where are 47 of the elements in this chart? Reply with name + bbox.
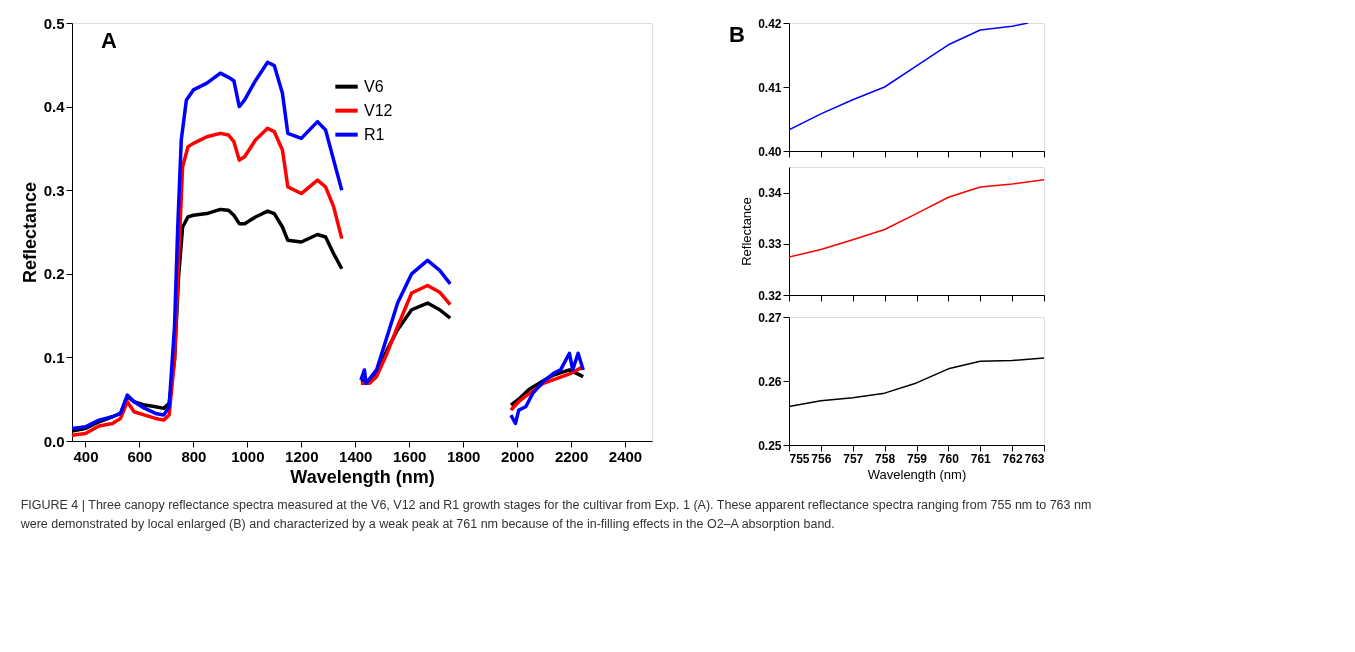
x-tick-label: 400 xyxy=(73,447,99,465)
y-tick-label: 0.25 xyxy=(758,438,782,453)
line-series xyxy=(789,23,1029,131)
line-series xyxy=(789,179,1044,258)
y-tick-label: 0.34 xyxy=(758,186,782,201)
y-tick-label: 0.5 xyxy=(43,14,65,32)
legend-label: V12 xyxy=(364,101,393,119)
x-tick-label: 1200 xyxy=(285,447,319,465)
x-tick-label: 763 xyxy=(1024,451,1045,466)
y-tick-label: 0.26 xyxy=(758,374,782,389)
x-tick-label: 600 xyxy=(127,447,153,465)
x-tick-label: 762 xyxy=(1002,451,1023,466)
x-tick-label: 755 xyxy=(789,451,810,466)
y-tick-label: 0.27 xyxy=(758,310,782,325)
y-axis-title: Reflectance xyxy=(739,197,755,266)
y-tick-label: 0.41 xyxy=(758,80,782,95)
x-axis-title: Wavelength (nm) xyxy=(867,466,967,482)
y-axis-title: Reflectance xyxy=(19,181,40,284)
x-tick-label: 758 xyxy=(875,451,896,466)
x-tick-label: 1000 xyxy=(231,447,265,465)
x-tick-label: 759 xyxy=(906,451,928,466)
y-tick-label: 0.40 xyxy=(758,144,782,159)
y-tick-label: 0.32 xyxy=(758,288,782,303)
x-tick-label: 756 xyxy=(811,451,832,466)
x-tick-label: 1400 xyxy=(339,447,373,465)
x-tick-label: 1800 xyxy=(446,447,481,465)
legend-label: R1 xyxy=(364,125,385,143)
text: B xyxy=(729,22,745,47)
y-tick-label: 0.1 xyxy=(43,348,65,366)
y-tick-label: 0.3 xyxy=(43,181,65,199)
x-tick-label: 760 xyxy=(938,451,960,466)
x-tick-label: 2200 xyxy=(554,447,589,465)
x-tick-label: 800 xyxy=(181,447,207,465)
x-tick-label: 2400 xyxy=(608,447,643,465)
y-tick-label: 0.0 xyxy=(43,432,65,450)
legend-label: V6 xyxy=(364,77,384,95)
x-tick-label: 1600 xyxy=(393,447,427,465)
x-tick-label: 761 xyxy=(970,451,992,466)
x-tick-label: 757 xyxy=(843,451,864,466)
y-tick-label: 0.33 xyxy=(758,237,782,252)
y-tick-label: 0.42 xyxy=(758,16,782,31)
y-tick-label: 0.2 xyxy=(43,265,65,283)
x-axis-title: Wavelength (nm) xyxy=(290,466,435,487)
caption: FIGURE 4 | Three canopy reflectance spectra measured at the V6, V12 and R1 growth stages for the cultivar from Exp. 1 (A). These apparent reflectance spectra ranging from 755 nm to 763 nm were demonstrated by local enlarged (B) and characterized by a weak peak at 761 nm because of the in-filling effects in the O2–A absorption band. xyxy=(19,497,1092,531)
annotation: A xyxy=(101,28,117,53)
x-tick-label: 2000 xyxy=(500,447,535,465)
y-tick-label: 0.4 xyxy=(43,98,66,116)
